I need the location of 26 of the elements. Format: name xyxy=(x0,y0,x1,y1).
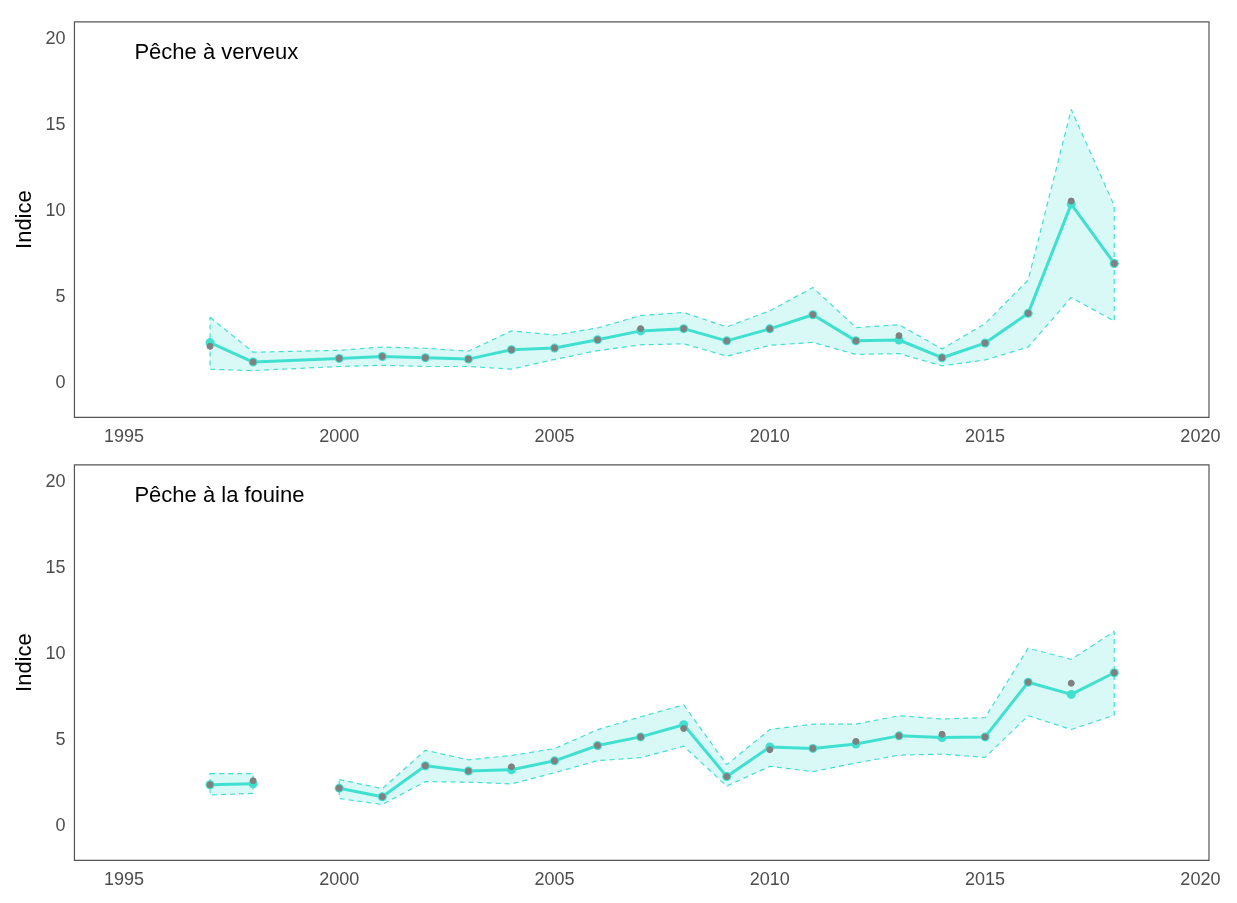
text: Pêche à verveux xyxy=(134,38,299,64)
x-tick-label: 2005 xyxy=(534,869,575,890)
x-tick-label: 2010 xyxy=(749,869,790,890)
x-tick-label: 1995 xyxy=(103,869,144,890)
y-tick-label: 15 xyxy=(45,113,66,134)
x-tick-label: 2000 xyxy=(319,869,360,890)
y-axis-title: Indice xyxy=(11,633,37,692)
x-tick-label: 2020 xyxy=(1180,869,1221,890)
x-tick-label: 2000 xyxy=(319,426,360,447)
y-tick-label: 15 xyxy=(45,556,66,577)
x-tick-label: 2015 xyxy=(965,869,1006,890)
x-tick-label: 2020 xyxy=(1180,426,1221,447)
y-tick-label: 0 xyxy=(55,371,66,392)
y-tick-label: 5 xyxy=(55,285,66,306)
x-tick-label: 2005 xyxy=(534,426,575,447)
x-tick-label: 2010 xyxy=(749,426,790,447)
x-tick-label: 1995 xyxy=(103,426,144,447)
text: Pêche à la fouine xyxy=(134,481,305,507)
y-axis-title: Indice xyxy=(11,190,37,249)
y-tick-label: 0 xyxy=(55,814,66,835)
y-tick-label: 20 xyxy=(45,27,66,48)
y-tick-label: 10 xyxy=(45,199,66,220)
y-tick-label: 5 xyxy=(55,728,66,749)
y-tick-label: 10 xyxy=(45,642,66,663)
x-tick-label: 2015 xyxy=(965,426,1006,447)
y-tick-label: 20 xyxy=(45,470,66,491)
